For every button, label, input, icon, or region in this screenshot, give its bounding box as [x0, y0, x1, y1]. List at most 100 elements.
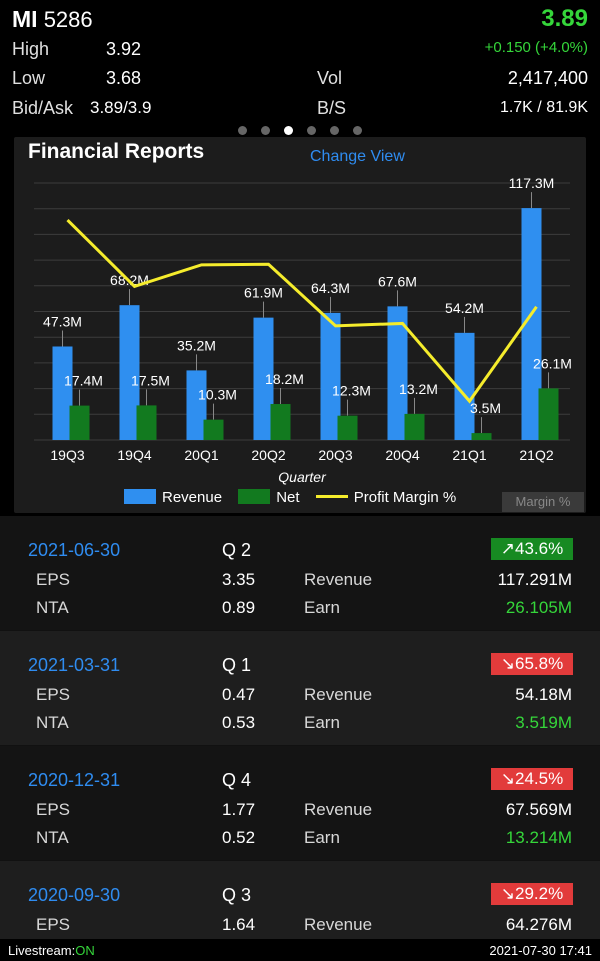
x-tick-label: 20Q3 — [318, 447, 352, 463]
vol-label: Vol — [317, 68, 343, 88]
page-dot[interactable] — [307, 126, 316, 135]
eps-value: 1.64 — [222, 915, 256, 934]
revenue-label: Revenue — [304, 685, 373, 704]
change-badge: ↘29.2% — [491, 883, 573, 905]
page-indicator[interactable] — [0, 122, 600, 140]
earn-label: Earn — [304, 713, 340, 732]
revenue-label: Revenue — [304, 915, 373, 934]
revenue-bar — [387, 306, 408, 440]
net-data-label: 18.2M — [265, 371, 304, 387]
livestream-state: ON — [75, 943, 95, 958]
profit-margin-line — [66, 218, 538, 404]
revenue-data-label: 35.2M — [177, 337, 216, 353]
revenue-data-label: 117.3M — [509, 175, 555, 191]
eps-value: 3.35 — [222, 570, 256, 589]
nta-value: 0.52 — [222, 828, 256, 847]
legend-net-swatch — [238, 489, 271, 504]
x-tick-label: 21Q2 — [519, 447, 553, 463]
page-dot[interactable] — [238, 126, 247, 135]
revenue-bar — [320, 312, 341, 440]
report-item[interactable]: 2020-12-31 Q 4 ↘24.5% EPS 1.77 Revenue 6… — [0, 746, 600, 861]
page-dot[interactable] — [284, 126, 293, 135]
high-value: 3.92 — [106, 39, 142, 59]
report-date: 2020-12-31 — [28, 770, 121, 790]
change-view-link[interactable]: Change View — [310, 148, 405, 165]
earn-label: Earn — [304, 828, 340, 847]
report-date: 2020-09-30 — [28, 885, 121, 905]
livestream-status: Livestream:ON — [8, 943, 95, 958]
revenue-bar — [119, 305, 140, 440]
net-data-label: 17.4M — [64, 373, 103, 389]
net-bar — [270, 404, 291, 440]
revenue-data-label: 61.9M — [244, 285, 283, 301]
page-dot[interactable] — [353, 126, 362, 135]
quarter-value: 3 — [241, 885, 252, 905]
quote-header: MI 5286 3.89 High 3.92 +0.150 (+4.0%) Lo… — [0, 0, 600, 130]
earn-label: Earn — [304, 598, 340, 617]
report-list: 2021-06-30 Q 2 ↗43.6% EPS 3.35 Revenue 1… — [0, 516, 600, 961]
report-date: 2021-03-31 — [28, 655, 121, 675]
eps-label: EPS — [36, 915, 71, 934]
livestream-label: Livestream: — [8, 943, 76, 958]
revenue-label: Revenue — [304, 800, 373, 819]
high-label: High — [12, 39, 50, 59]
eps-value: 1.77 — [222, 800, 256, 819]
net-bar — [471, 433, 492, 440]
x-tick-label: 19Q3 — [50, 447, 84, 463]
legend-revenue: Revenue — [124, 489, 222, 506]
status-bar: Livestream:ON 2021-07-30 17:41 — [0, 939, 600, 961]
net-data-label: 3.5M — [470, 400, 501, 416]
net-bar — [203, 419, 224, 440]
legend-margin-swatch — [315, 495, 348, 498]
status-timestamp: 2021-07-30 17:41 — [489, 943, 592, 958]
net-bar — [538, 388, 559, 440]
page-dot[interactable] — [330, 126, 339, 135]
nta-value: 0.89 — [222, 598, 256, 617]
vol-value: 2,417,400 — [507, 68, 588, 88]
legend-revenue-swatch — [124, 489, 156, 504]
bs-label: B/S — [317, 98, 347, 118]
revenue-bar — [521, 208, 542, 440]
x-tick-label: 20Q4 — [385, 447, 419, 463]
report-quarter: Q 1 — [222, 655, 251, 676]
change-badge: ↘65.8% — [491, 653, 573, 675]
revenue-data-label: 67.6M — [378, 273, 417, 289]
quarter-label: Q — [222, 655, 237, 675]
legend-margin-label: Profit Margin % — [353, 489, 457, 506]
eps-label: EPS — [36, 800, 71, 819]
eps-label: EPS — [36, 570, 71, 589]
stock-code: 5286 — [43, 7, 93, 32]
revenue-value: 67.569M — [505, 800, 572, 819]
quarter-value: 1 — [241, 655, 252, 675]
legend-net: Net — [238, 489, 300, 506]
nta-label: NTA — [36, 598, 69, 617]
report-item[interactable]: 2021-03-31 Q 1 ↘65.8% EPS 0.47 Revenue 5… — [0, 631, 600, 746]
revenue-bar — [454, 332, 475, 440]
page-dot[interactable] — [261, 126, 270, 135]
nta-label: NTA — [36, 713, 69, 732]
quarter-label: Q — [222, 540, 237, 560]
financial-chart: 47.3M17.4M19Q368.2M17.5M19Q435.2M10.3M20… — [34, 175, 572, 485]
margin-toggle-button[interactable]: Margin % — [502, 492, 584, 512]
earn-value: 3.519M — [515, 713, 572, 732]
change-badge: ↗43.6% — [491, 538, 573, 560]
financial-reports-card: Financial Reports Change View 47.3M 17.4M… — [14, 137, 586, 513]
revenue-value: 64.276M — [505, 915, 572, 934]
quarter-value: 4 — [241, 770, 252, 790]
low-value: 3.68 — [106, 68, 142, 88]
bidask-value: 3.89/3.9 — [90, 98, 152, 117]
net-bar — [337, 415, 358, 440]
quarter-label: Q — [222, 885, 237, 905]
eps-label: EPS — [36, 685, 71, 704]
net-data-label: 10.3M — [198, 387, 237, 403]
revenue-label: Revenue — [304, 570, 373, 589]
nta-value: 0.53 — [222, 713, 256, 732]
revenue-bar — [52, 346, 73, 440]
revenue-bar — [253, 317, 274, 440]
stock-ticker: MI 5286 — [12, 6, 93, 33]
chart-title: Financial Reports — [28, 140, 205, 163]
revenue-data-label: 47.3M — [43, 313, 82, 329]
net-bar — [404, 413, 425, 440]
report-item[interactable]: 2021-06-30 Q 2 ↗43.6% EPS 3.35 Revenue 1… — [0, 516, 600, 631]
net-data-label: 26.1M — [533, 355, 572, 371]
